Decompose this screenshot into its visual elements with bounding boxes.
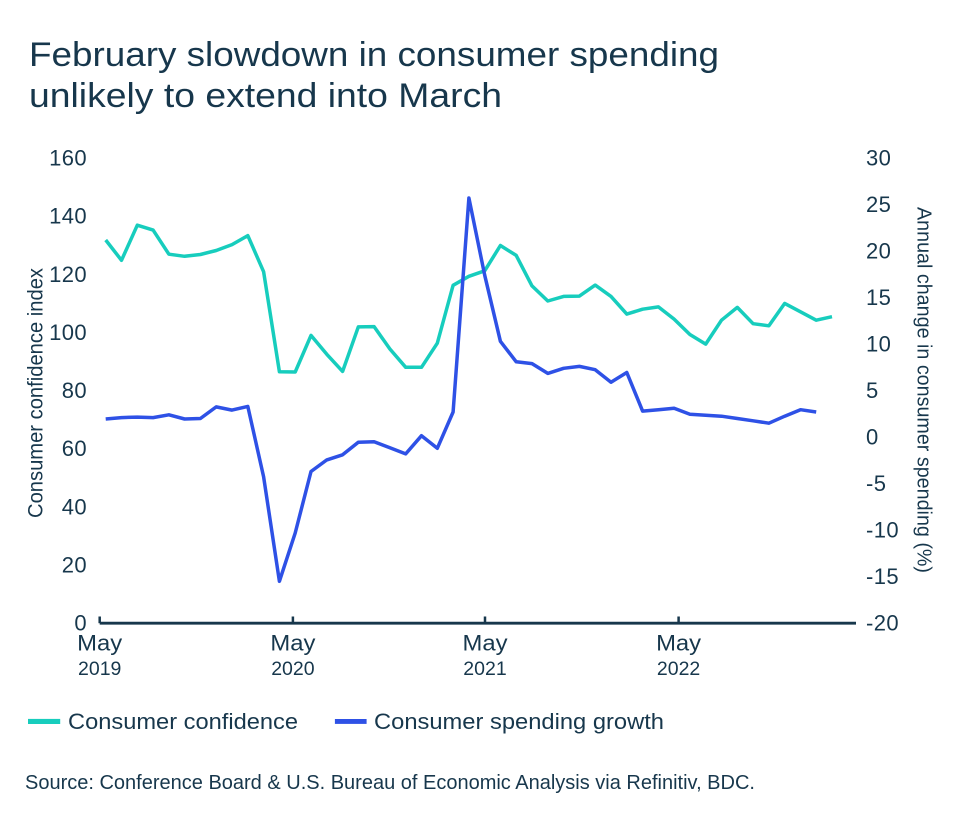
svg-text:2019: 2019 bbox=[78, 658, 121, 680]
svg-text:0: 0 bbox=[74, 611, 87, 636]
svg-text:100: 100 bbox=[49, 320, 87, 345]
svg-text:20: 20 bbox=[62, 553, 87, 578]
svg-text:-10: -10 bbox=[866, 518, 899, 543]
svg-text:-5: -5 bbox=[866, 471, 886, 496]
svg-text:2022: 2022 bbox=[657, 658, 700, 680]
svg-text:February slowdown in consumer: February slowdown in consumer spending bbox=[29, 36, 719, 74]
svg-text:-20: -20 bbox=[866, 611, 899, 636]
svg-text:20: 20 bbox=[866, 239, 891, 264]
svg-text:140: 140 bbox=[49, 204, 87, 229]
svg-text:May: May bbox=[656, 631, 701, 656]
svg-text:120: 120 bbox=[49, 262, 87, 287]
svg-text:Consumer spending growth: Consumer spending growth bbox=[374, 709, 664, 734]
svg-text:30: 30 bbox=[866, 146, 891, 171]
svg-text:5: 5 bbox=[866, 378, 879, 403]
svg-text:Consumer confidence: Consumer confidence bbox=[68, 709, 298, 734]
svg-text:15: 15 bbox=[866, 285, 891, 310]
svg-text:May: May bbox=[270, 631, 315, 656]
svg-text:May: May bbox=[77, 631, 122, 656]
svg-text:160: 160 bbox=[49, 146, 87, 171]
svg-text:40: 40 bbox=[62, 494, 87, 519]
svg-text:80: 80 bbox=[62, 378, 87, 403]
svg-text:0: 0 bbox=[866, 425, 879, 450]
svg-text:Annual change in consumer spen: Annual change in consumer spending (%) bbox=[913, 207, 936, 573]
svg-text:Source: Conference Board & U.S: Source: Conference Board & U.S. Bureau o… bbox=[25, 772, 755, 794]
svg-text:May: May bbox=[463, 631, 508, 656]
svg-text:-15: -15 bbox=[866, 564, 899, 589]
svg-text:60: 60 bbox=[62, 436, 87, 461]
svg-text:25: 25 bbox=[866, 192, 891, 217]
svg-text:unlikely to extend into March: unlikely to extend into March bbox=[29, 77, 502, 115]
svg-text:Consumer confidence index: Consumer confidence index bbox=[25, 268, 48, 518]
svg-text:10: 10 bbox=[866, 332, 891, 357]
svg-text:2020: 2020 bbox=[271, 658, 315, 680]
svg-text:2021: 2021 bbox=[463, 658, 506, 680]
